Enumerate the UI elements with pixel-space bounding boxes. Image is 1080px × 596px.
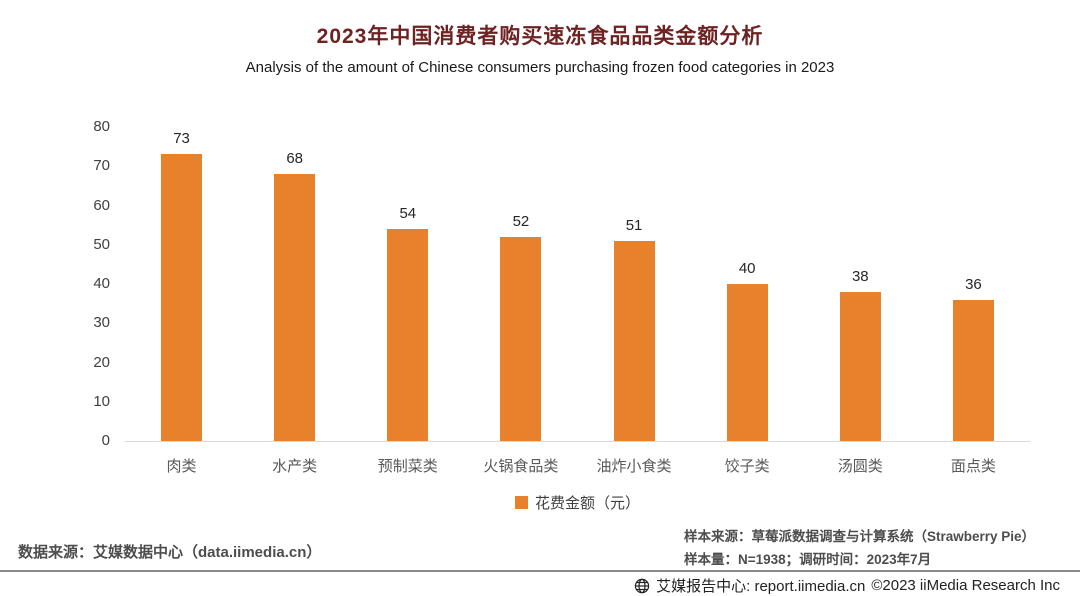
category-label: 面点类: [950, 458, 996, 475]
bar: [613, 240, 655, 441]
bar: [500, 236, 542, 441]
bar: [726, 284, 768, 441]
bar-value-label: 51: [625, 216, 643, 234]
y-axis-tick-label: 0: [101, 432, 110, 449]
footer-divider: [0, 570, 1080, 572]
category-label: 油炸小食类: [596, 458, 672, 475]
copyright-text: ©2023 iiMedia Research Inc: [871, 577, 1060, 594]
bar: [839, 291, 881, 441]
y-axis-tick-label: 10: [93, 392, 110, 410]
category-label: 肉类: [166, 458, 197, 475]
bar-value-label: 40: [738, 260, 756, 277]
bar: [387, 229, 429, 441]
bottom-bar: 艾媒报告中心: report.iimedia.cn ©2023 iiMedia …: [634, 575, 1060, 596]
bar-value-label: 52: [512, 212, 530, 230]
y-axis-tick-label: 60: [93, 196, 110, 214]
legend-swatch: [514, 496, 528, 509]
y-axis-tick-label: 30: [93, 314, 110, 332]
bar: [274, 174, 316, 441]
bar-column: 73 肉类: [125, 127, 238, 475]
category-label: 预制菜类: [377, 458, 438, 475]
sample-size-text: 样本量：N=1938；调研时间：2023年7月: [683, 552, 932, 567]
bar-value-label: 36: [965, 275, 982, 293]
bar-value-label: 73: [173, 130, 190, 148]
page-subtitle: Analysis of the amount of Chinese consum…: [245, 59, 835, 76]
data-source-text: 数据来源：艾媒数据中心（data.iimedia.cn）: [18, 544, 322, 561]
category-label: 水产类: [272, 458, 318, 475]
y-axis-tick-label: 50: [93, 235, 110, 253]
bar-column: 52 火锅食品类: [464, 127, 577, 475]
bar: [952, 299, 994, 441]
report-center-text: 艾媒报告中心: report.iimedia.cn: [656, 578, 866, 595]
bar-column: 40 饺子类: [691, 127, 804, 475]
bar-column: 36 面点类: [917, 127, 1030, 475]
legend-label: 花费金额（元）: [534, 495, 640, 512]
bar-column: 51 油炸小食类: [578, 127, 691, 475]
sample-info-block: 样本来源：草莓派数据调查与计算系统（Strawberry Pie） 样本量：N=…: [684, 525, 1035, 571]
bar-column: 38 汤圆类: [804, 127, 917, 475]
sample-source-text: 样本来源：草莓派数据调查与计算系统（Strawberry Pie）: [683, 529, 1035, 544]
bar: [161, 154, 203, 441]
bar-column: 68 水产类: [238, 127, 351, 475]
y-axis-tick-label: 70: [93, 157, 110, 175]
globe-icon: [634, 578, 650, 593]
y-axis-tick-label: 80: [93, 118, 110, 135]
category-label: 饺子类: [724, 458, 770, 475]
chart-legend: 花费金额（元）: [125, 492, 1030, 513]
bar-value-label: 54: [399, 205, 417, 223]
y-axis-tick-label: 20: [93, 353, 110, 371]
category-label: 汤圆类: [837, 458, 883, 475]
bar-chart-plot-area: 73 肉类 68 水产类 54 预制菜类 52 火锅食品类 51 油炸小食类 40 饺子类 38 汤圆类 3…: [125, 127, 1030, 475]
page-title: 2023年中国消费者购买速冻食品品类金额分析: [316, 25, 764, 48]
bar-column: 54 预制菜类: [351, 127, 464, 475]
bar-value-label: 68: [286, 150, 304, 168]
category-label: 火锅食品类: [483, 458, 559, 475]
bar-value-label: 38: [851, 267, 869, 285]
y-axis-tick-label: 40: [93, 275, 110, 292]
